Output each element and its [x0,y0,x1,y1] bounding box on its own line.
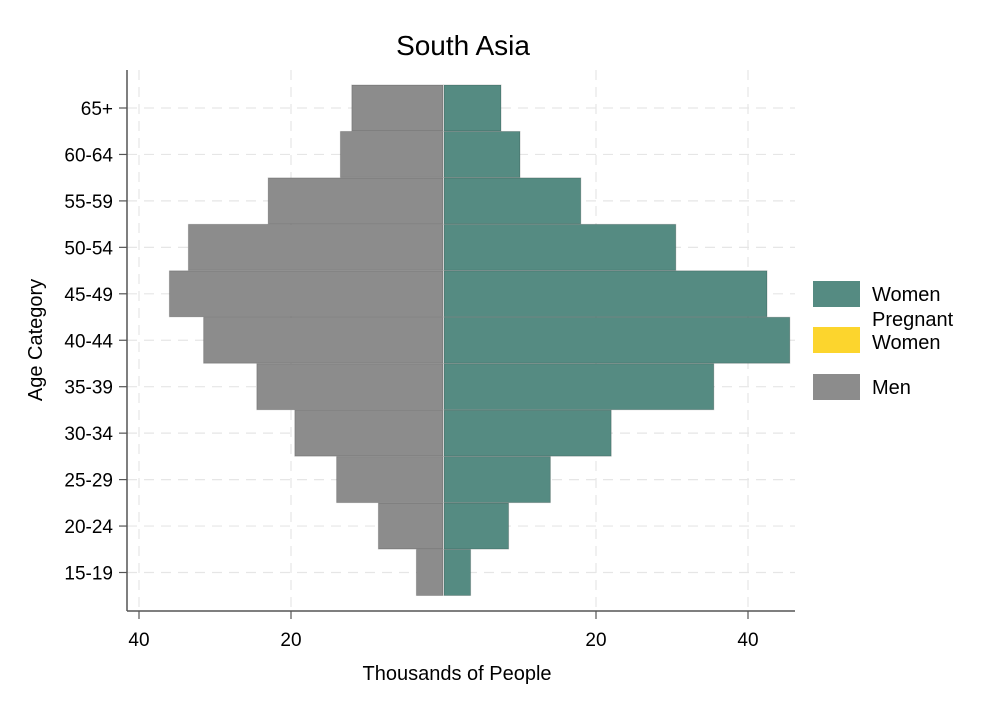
bar-women [443,177,582,225]
bar-men [336,456,444,504]
y-tick-label: 20-24 [64,517,113,538]
y-tick-label: 25-29 [64,471,113,492]
bar-men [339,130,444,178]
y-tick-label: 30-34 [64,424,113,445]
y-ticks: 15-19 20-24 25-29 30-34 35-39 40-44 45-49 50-54… [64,99,127,585]
x-tick-label: 40 [128,630,149,651]
y-tick-label: 45-49 [64,285,113,306]
bar-women [443,84,502,132]
bar-women [443,549,472,596]
y-axis-label: Age Category [25,279,47,401]
bar-women [443,270,768,318]
bar-women [443,456,551,504]
bar-women [443,223,677,271]
bar-men [415,549,444,596]
x-axis-label: Thousands of People [362,663,551,685]
bar-women [443,316,791,364]
bar-men [351,84,444,132]
legend-label-women: Women [872,284,941,306]
y-tick-label: 60-64 [64,145,113,166]
bars [168,84,791,596]
bar-men [168,270,444,318]
y-tick-label: 15-19 [64,564,113,585]
x-tick-label: 40 [737,630,758,651]
bar-women [443,409,612,457]
y-tick-label: 50-54 [64,238,113,259]
y-tick-label: 55-59 [64,192,113,213]
bar-women [443,363,715,411]
y-tick-label: 35-39 [64,378,113,399]
chart-title: South Asia [396,30,530,61]
bar-men [203,316,444,364]
bar-men [256,363,444,411]
bar-men [294,409,444,457]
y-tick-label: 40-44 [64,331,113,352]
bar-women [443,502,510,550]
legend-label-pregnant-women: Women [872,332,941,354]
legend-label-pregnant-women: Pregnant [872,309,954,331]
y-tick-label: 65+ [81,99,113,120]
legend-label-men: Men [872,377,911,399]
x-tick-label: 20 [585,630,606,651]
x-ticks: 40 20 20 40 [128,611,759,651]
x-tick-label: 20 [280,630,301,651]
legend-swatch-men [813,374,860,400]
bar-men [267,177,444,225]
legend-swatch-women [813,281,860,307]
legend-swatch-pregnant-women [813,327,860,353]
bar-men [187,223,444,271]
bar-women [443,130,521,178]
bar-men [377,502,444,550]
